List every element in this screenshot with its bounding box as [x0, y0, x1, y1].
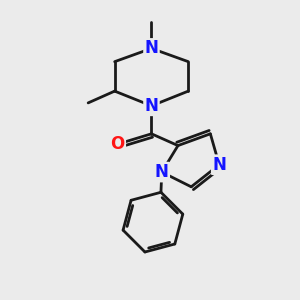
Text: N: N: [155, 163, 169, 181]
Text: N: N: [145, 97, 158, 115]
Text: N: N: [212, 156, 226, 174]
Text: N: N: [145, 39, 158, 57]
Text: O: O: [110, 135, 125, 153]
